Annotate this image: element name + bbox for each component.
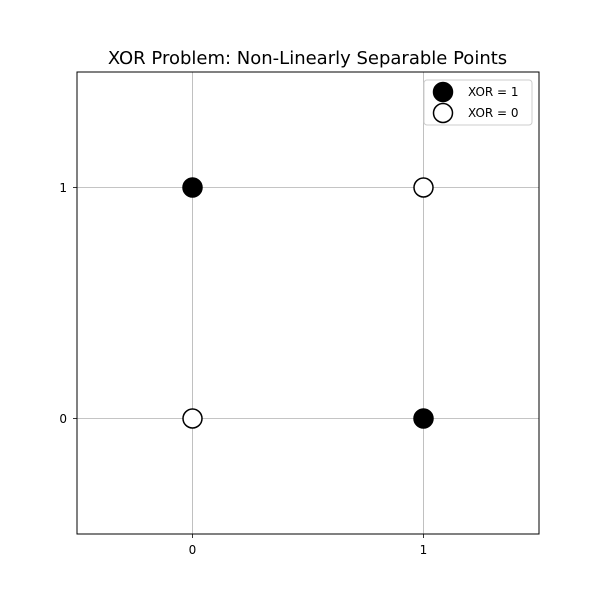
data-point-series1-0 bbox=[182, 408, 203, 429]
y-tick-label-1: 1 bbox=[59, 181, 67, 195]
x-tick-label-1: 1 bbox=[420, 543, 428, 557]
legend-marker-1 bbox=[432, 102, 454, 124]
x-tick-label-0: 0 bbox=[189, 543, 197, 557]
legend-label-1: XOR = 0 bbox=[468, 106, 519, 120]
legend-marker-0 bbox=[432, 81, 454, 103]
chart-title: XOR Problem: Non-Linearly Separable Poin… bbox=[108, 48, 507, 69]
legend-entries: XOR = 1 XOR = 0 bbox=[432, 81, 519, 124]
plot-frame bbox=[76, 71, 540, 535]
data-point-series0-1 bbox=[413, 408, 434, 429]
y-tick-label-0: 0 bbox=[59, 412, 67, 426]
grid bbox=[77, 72, 539, 534]
legend: XOR = 1 XOR = 0 bbox=[423, 79, 533, 126]
legend-label-0: XOR = 1 bbox=[468, 85, 519, 99]
data-markers bbox=[182, 177, 434, 429]
axis-ticks: 0 1 0 1 bbox=[59, 181, 427, 557]
data-point-series0-0 bbox=[182, 177, 203, 198]
data-point-series1-1 bbox=[413, 177, 434, 198]
